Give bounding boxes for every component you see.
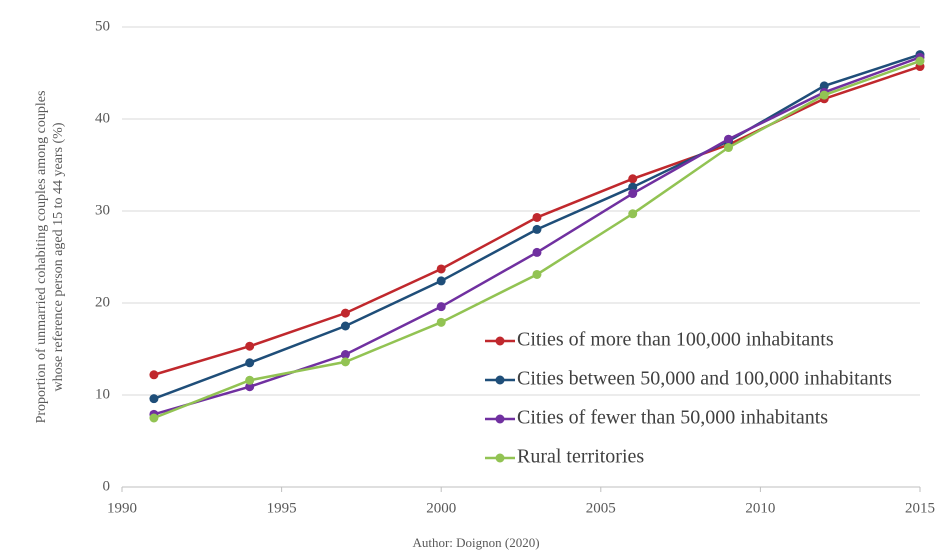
data-point	[340, 357, 350, 367]
data-point	[723, 134, 733, 144]
data-point	[723, 143, 733, 153]
data-point	[149, 413, 159, 423]
legend-marker	[495, 375, 505, 385]
legend-label: Cities between 50,000 and 100,000 inhabi…	[517, 368, 892, 390]
data-point	[532, 269, 542, 279]
data-point	[245, 375, 255, 385]
data-point	[532, 247, 542, 257]
legend-marker	[495, 453, 505, 463]
x-tick-label: 1990	[107, 500, 137, 516]
y-tick-label: 40	[95, 110, 110, 126]
y-tick-label: 20	[95, 294, 110, 310]
x-tick-label: 2005	[586, 500, 616, 516]
x-tick-label: 2000	[426, 500, 456, 516]
data-point	[340, 350, 350, 360]
legend-label: Cities of fewer than 50,000 inhabitants	[517, 407, 828, 429]
data-point	[340, 308, 350, 318]
data-point	[149, 370, 159, 380]
data-point	[149, 394, 159, 404]
legend-marker	[495, 414, 505, 424]
data-point	[819, 90, 829, 100]
y-tick-label: 10	[95, 386, 110, 402]
data-point	[245, 382, 255, 392]
data-point	[340, 321, 350, 331]
y-tick-label: 50	[95, 18, 110, 34]
legend-marker	[495, 336, 505, 346]
data-point	[245, 358, 255, 368]
data-point	[628, 182, 638, 192]
y-tick-label: 30	[95, 202, 110, 218]
data-point	[436, 276, 446, 286]
data-point	[532, 224, 542, 234]
series-line	[153, 56, 921, 416]
data-point	[436, 302, 446, 312]
legend-label: Rural territories	[517, 446, 644, 468]
data-point	[532, 212, 542, 222]
data-point	[628, 189, 638, 199]
legend-label: Cities of more than 100,000 inhabitants	[517, 329, 834, 351]
y-tick-label: 0	[103, 478, 111, 494]
x-tick-label: 1995	[267, 500, 297, 516]
data-point	[436, 317, 446, 327]
x-tick-label: 2010	[745, 500, 775, 516]
data-point	[915, 56, 925, 66]
y-axis-title: Proportion of unmarried cohabiting coupl…	[34, 91, 66, 424]
data-point	[628, 209, 638, 219]
data-point	[819, 81, 829, 91]
source: Author: Doignon (2020)	[412, 535, 539, 550]
data-point	[245, 341, 255, 351]
series-line	[153, 59, 921, 420]
data-point	[628, 174, 638, 184]
x-tick-label: 2015	[905, 500, 935, 516]
data-point	[436, 264, 446, 274]
